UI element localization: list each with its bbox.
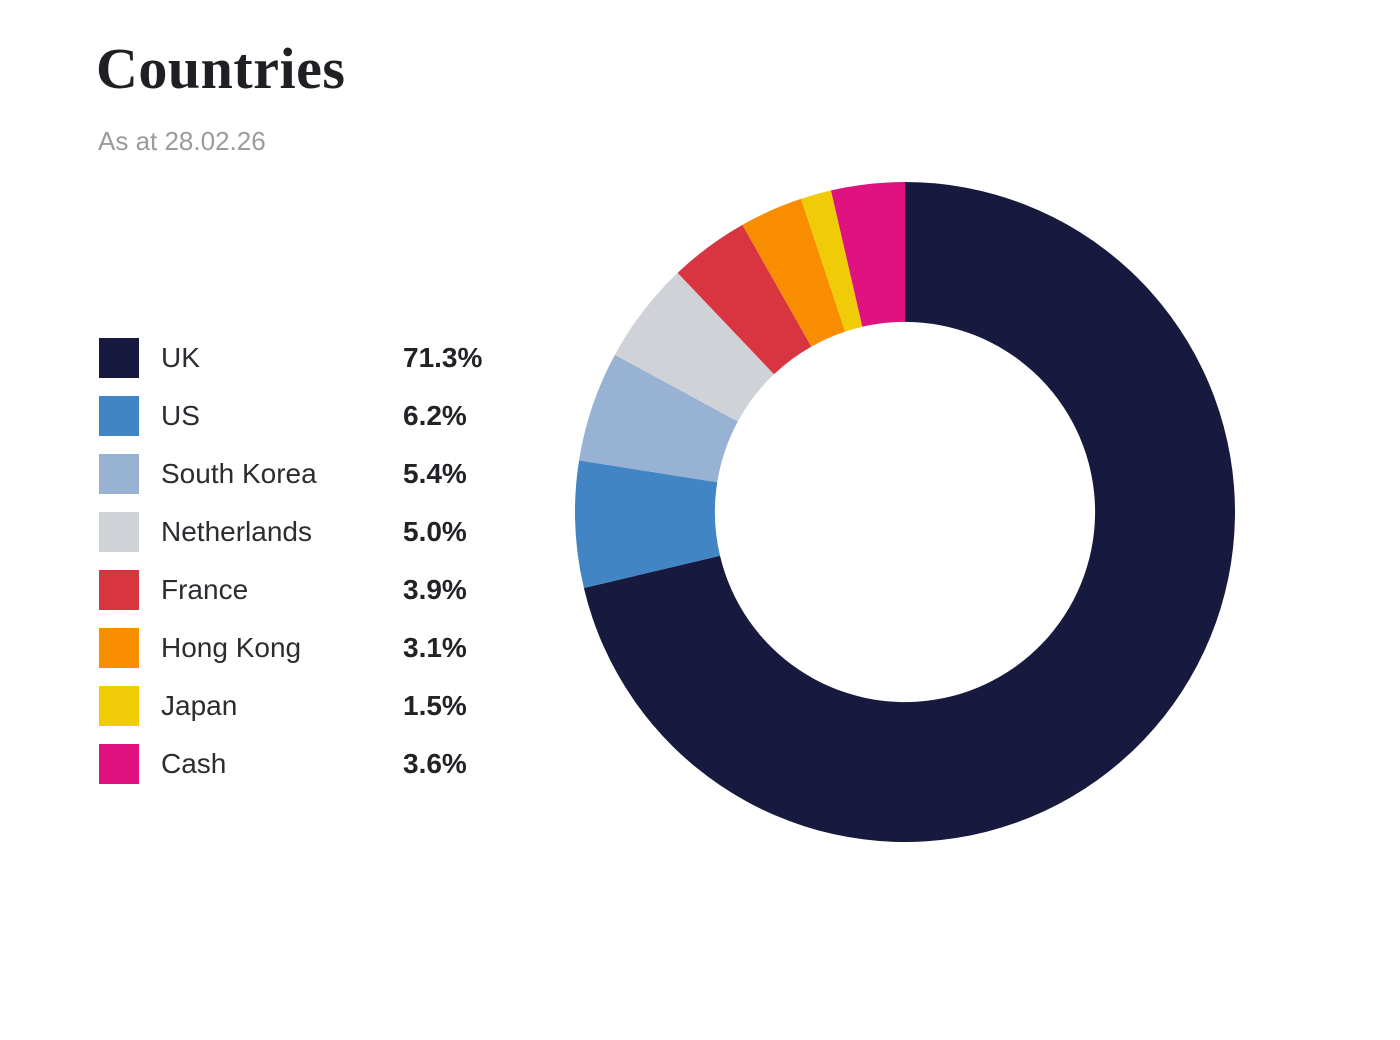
legend-row-hong-kong: Hong Kong 3.1% xyxy=(99,628,539,668)
legend-row-us: US 6.2% xyxy=(99,396,539,436)
legend-swatch-cash xyxy=(99,744,139,784)
legend-value: 3.1% xyxy=(403,632,467,663)
donut-segment-south-korea xyxy=(579,354,738,483)
legend-swatch-uk xyxy=(99,338,139,378)
legend-swatch-hong-kong xyxy=(99,628,139,668)
legend-value: 6.2% xyxy=(403,400,467,431)
legend-row-south-korea: South Korea 5.4% xyxy=(99,454,539,494)
legend-swatch-france xyxy=(99,570,139,610)
donut-segment-uk xyxy=(583,182,1235,842)
legend-row-netherlands: Netherlands 5.0% xyxy=(99,512,539,552)
donut-segment-us xyxy=(575,460,721,589)
legend-row-japan: Japan 1.5% xyxy=(99,686,539,726)
donut-segment-hong-kong xyxy=(742,198,846,347)
legend-row-uk: UK 71.3% xyxy=(99,338,539,378)
legend-row-cash: Cash 3.6% xyxy=(99,744,539,784)
as-at-date: As at 28.02.26 xyxy=(98,126,266,156)
donut-segment-netherlands xyxy=(614,272,775,422)
legend-label: US xyxy=(161,400,200,431)
donut-chart xyxy=(575,182,1235,842)
legend-label: Japan xyxy=(161,690,238,721)
legend-value: 3.9% xyxy=(403,574,467,605)
legend-swatch-us xyxy=(99,396,139,436)
legend-value: 1.5% xyxy=(403,690,467,721)
legend-value: 5.0% xyxy=(403,516,467,547)
legend-row-france: France 3.9% xyxy=(99,570,539,610)
legend-label: Cash xyxy=(161,748,227,779)
legend-label: South Korea xyxy=(161,458,317,489)
legend-swatch-japan xyxy=(99,686,139,726)
donut-segment-france xyxy=(677,224,812,375)
legend-swatch-netherlands xyxy=(99,512,139,552)
legend-label: Netherlands xyxy=(161,516,312,547)
legend-value: 5.4% xyxy=(403,458,467,489)
legend-swatch-south-korea xyxy=(99,454,139,494)
donut-segment-japan xyxy=(801,190,863,332)
legend-label: France xyxy=(161,574,249,605)
legend-value: 3.6% xyxy=(403,748,467,779)
legend-label: UK xyxy=(161,342,200,373)
page-title: Countries xyxy=(96,36,346,101)
legend: UK 71.3% US 6.2% South Korea 5.4% Nether… xyxy=(99,338,539,802)
donut-segment-cash xyxy=(830,182,905,327)
legend-label: Hong Kong xyxy=(161,632,302,663)
legend-value: 71.3% xyxy=(403,342,483,373)
